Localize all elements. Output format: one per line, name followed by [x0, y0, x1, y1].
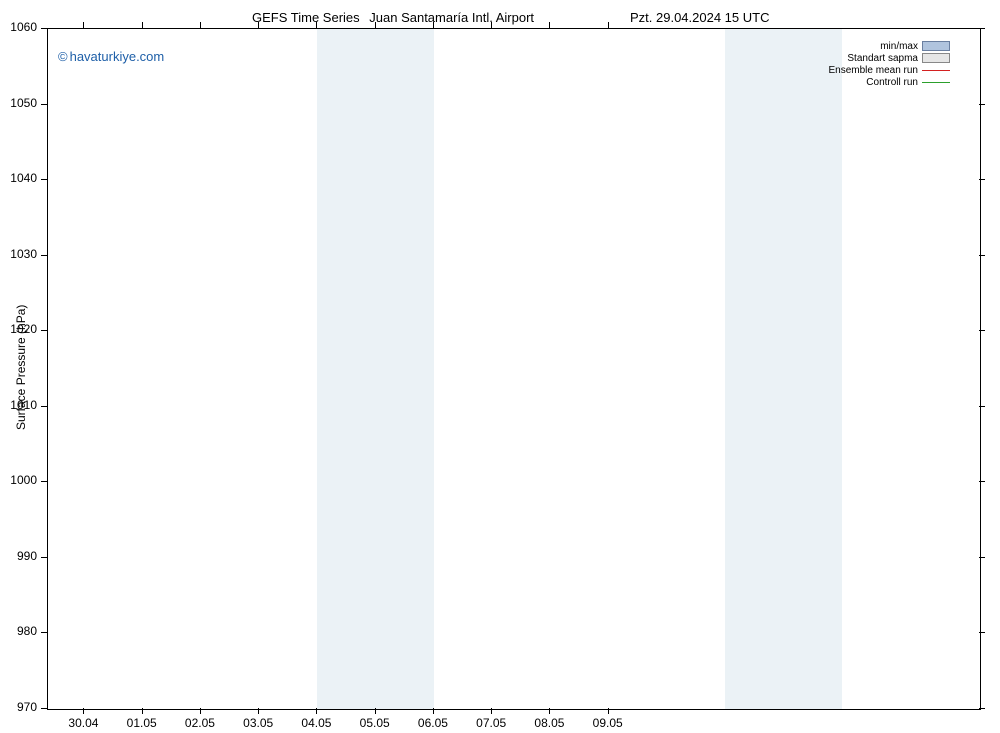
y-tick-label: 1000 — [0, 473, 37, 487]
x-tick-mark — [608, 708, 609, 714]
legend-label: Ensemble mean run — [829, 65, 923, 76]
legend-label: Standart sapma — [847, 53, 922, 64]
legend-swatch — [922, 53, 950, 63]
x-tick-label: 01.05 — [127, 716, 157, 730]
x-tick-mark — [433, 708, 434, 714]
weekend-band — [725, 29, 842, 709]
x-tick-mark — [142, 708, 143, 714]
x-tick-mark — [83, 22, 84, 28]
legend-swatch — [922, 41, 950, 51]
x-tick-label: 06.05 — [418, 716, 448, 730]
y-tick-mark — [41, 104, 47, 105]
x-tick-mark — [258, 708, 259, 714]
x-tick-mark — [316, 22, 317, 28]
y-tick-label: 1060 — [0, 20, 37, 34]
y-tick-mark — [41, 481, 47, 482]
copyright-icon: © — [58, 49, 68, 64]
y-tick-mark — [979, 708, 985, 709]
legend: min/maxStandart sapmaEnsemble mean runCo… — [829, 40, 951, 88]
legend-label: min/max — [880, 41, 922, 52]
x-tick-mark — [549, 708, 550, 714]
title-location: Juan Santamaría Intl. Airport — [369, 10, 534, 25]
y-tick-mark — [979, 557, 985, 558]
y-tick-label: 990 — [0, 549, 37, 563]
y-tick-mark — [41, 557, 47, 558]
watermark: © havaturkiye.com — [58, 49, 164, 64]
x-tick-label: 08.05 — [534, 716, 564, 730]
weekend-band — [317, 29, 434, 709]
legend-swatch — [922, 82, 950, 83]
legend-item: min/max — [829, 40, 951, 52]
y-tick-mark — [41, 406, 47, 407]
legend-swatch — [922, 70, 950, 71]
y-tick-mark — [979, 104, 985, 105]
y-tick-label: 1010 — [0, 398, 37, 412]
y-tick-mark — [41, 330, 47, 331]
x-tick-mark — [200, 22, 201, 28]
x-tick-mark — [549, 22, 550, 28]
x-tick-mark — [491, 22, 492, 28]
y-tick-label: 1030 — [0, 247, 37, 261]
x-tick-mark — [258, 22, 259, 28]
x-tick-mark — [83, 708, 84, 714]
legend-item: Controll run — [829, 76, 951, 88]
y-tick-label: 1050 — [0, 96, 37, 110]
title-series: GEFS Time Series — [252, 10, 360, 25]
y-tick-mark — [979, 406, 985, 407]
y-tick-mark — [41, 28, 47, 29]
watermark-text: havaturkiye.com — [70, 49, 165, 64]
x-tick-mark — [375, 708, 376, 714]
y-tick-mark — [41, 708, 47, 709]
y-tick-label: 1040 — [0, 171, 37, 185]
plot-area: © havaturkiye.com min/maxStandart sapmaE… — [47, 28, 981, 710]
legend-item: Standart sapma — [829, 52, 951, 64]
y-tick-label: 970 — [0, 700, 37, 714]
chart-container: GEFS Time Series Juan Santamaría Intl. A… — [0, 0, 1000, 733]
x-tick-mark — [142, 22, 143, 28]
y-tick-mark — [979, 632, 985, 633]
x-tick-mark — [608, 22, 609, 28]
y-tick-mark — [41, 632, 47, 633]
x-tick-mark — [375, 22, 376, 28]
x-tick-label: 30.04 — [68, 716, 98, 730]
x-tick-label: 07.05 — [476, 716, 506, 730]
y-tick-label: 1020 — [0, 322, 37, 336]
x-tick-label: 04.05 — [301, 716, 331, 730]
x-tick-label: 09.05 — [593, 716, 623, 730]
x-tick-mark — [491, 708, 492, 714]
x-tick-label: 02.05 — [185, 716, 215, 730]
y-tick-mark — [979, 330, 985, 331]
y-tick-label: 980 — [0, 624, 37, 638]
y-tick-mark — [979, 28, 985, 29]
y-tick-mark — [979, 179, 985, 180]
chart-datetime: Pzt. 29.04.2024 15 UTC — [630, 10, 769, 25]
y-tick-mark — [979, 255, 985, 256]
x-tick-label: 03.05 — [243, 716, 273, 730]
y-tick-mark — [41, 179, 47, 180]
x-tick-mark — [316, 708, 317, 714]
y-tick-mark — [979, 481, 985, 482]
x-tick-mark — [433, 22, 434, 28]
legend-item: Ensemble mean run — [829, 64, 951, 76]
x-tick-mark — [200, 708, 201, 714]
legend-label: Controll run — [866, 77, 922, 88]
y-tick-mark — [41, 255, 47, 256]
x-tick-label: 05.05 — [360, 716, 390, 730]
